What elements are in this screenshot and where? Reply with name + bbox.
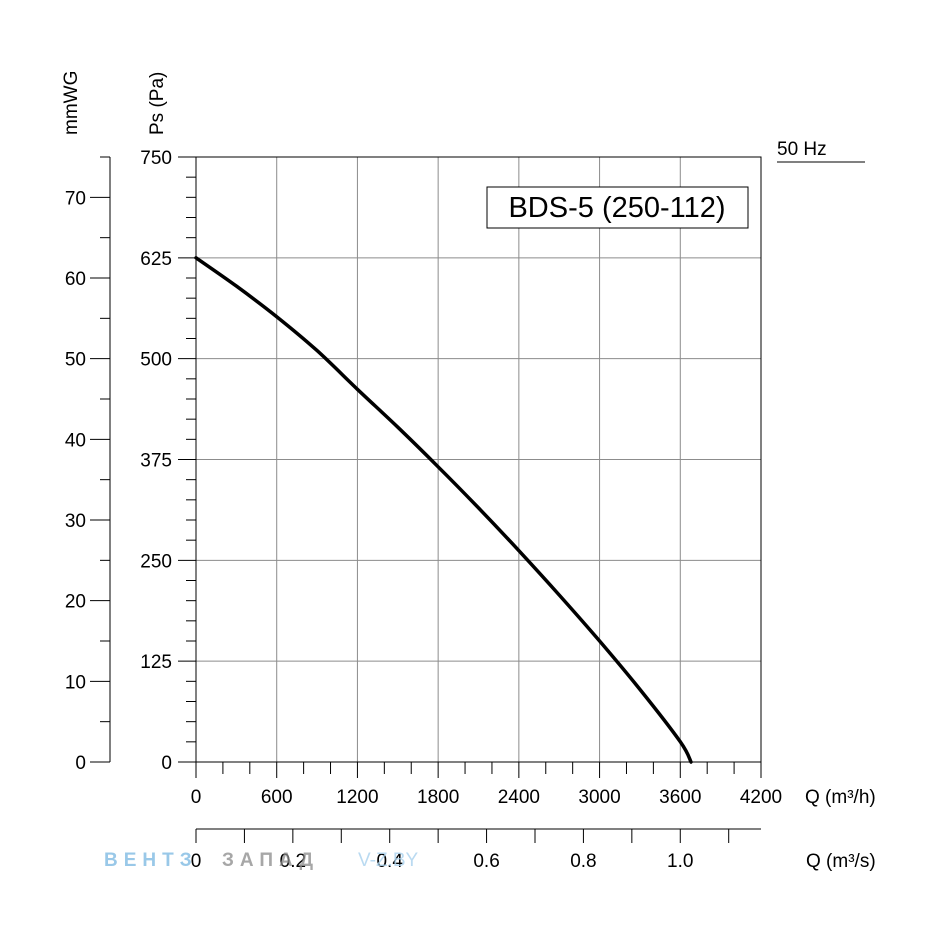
y-tick-label: 500 [140, 350, 172, 371]
y-tick-label: 250 [140, 551, 172, 572]
x-tick-label: 600 [261, 787, 293, 808]
y-tick-label: 0 [161, 753, 172, 774]
watermark: ВЕНТЗ ЗАПАД V-Z.BY [104, 850, 419, 871]
watermark-part1: ВЕНТЗ [104, 850, 198, 871]
grid [196, 157, 761, 762]
y-tick-label: 125 [140, 652, 172, 673]
secondary-x-tick-label: 1.0 [667, 851, 693, 872]
secondary-y-tick-label: 20 [65, 592, 86, 613]
watermark-part3: V-Z.BY [358, 850, 419, 871]
curve-layer [194, 256, 693, 764]
secondary-y-tick-label: 40 [65, 430, 86, 451]
x-tick-label: 0 [191, 787, 202, 808]
x-tick-label: 3600 [659, 787, 701, 808]
y-axis-label: Ps (Pa) [147, 72, 168, 135]
ticks [90, 156, 762, 843]
secondary-y-axis-label: mmWG [61, 71, 82, 135]
x-tick-label: 4200 [740, 787, 782, 808]
model-title: BDS-5 (250-112) [508, 192, 725, 224]
frequency-label: 50 Hz [777, 139, 827, 160]
x-axis-label: Q (m³/h) [805, 787, 876, 808]
tick-labels: 0 125 250 375 500 625 750 0 10 20 30 40 50 60 70 0 600 12… [65, 148, 782, 872]
fan-curve-line [194, 256, 693, 764]
x-tick-label: 3000 [578, 787, 620, 808]
secondary-x-tick-label: 0.8 [570, 851, 596, 872]
secondary-x-axis-label: Q (m³/s) [806, 851, 876, 872]
secondary-y-tick-label: 0 [75, 753, 86, 774]
secondary-x-tick-label: 0.4 [376, 851, 403, 872]
y-tick-label: 625 [140, 249, 172, 270]
y-tick-label: 375 [140, 451, 172, 472]
secondary-x-tick-label: 0 [191, 851, 202, 872]
secondary-y-tick-label: 10 [65, 672, 86, 693]
x-tick-label: 2400 [498, 787, 540, 808]
x-tick-label: 1200 [336, 787, 378, 808]
secondary-x-tick-label: 0.2 [280, 851, 306, 872]
watermark-part2: ЗАПАД [222, 850, 319, 871]
secondary-y-tick-label: 30 [65, 511, 86, 532]
model-title-box [486, 186, 749, 229]
y-tick-label: 750 [140, 148, 172, 169]
secondary-x-tick-label: 0.6 [473, 851, 499, 872]
secondary-y-tick-label: 60 [65, 269, 86, 290]
secondary-y-tick-label: 70 [65, 188, 86, 209]
x-tick-label: 1800 [417, 787, 459, 808]
secondary-y-tick-label: 50 [65, 350, 86, 371]
